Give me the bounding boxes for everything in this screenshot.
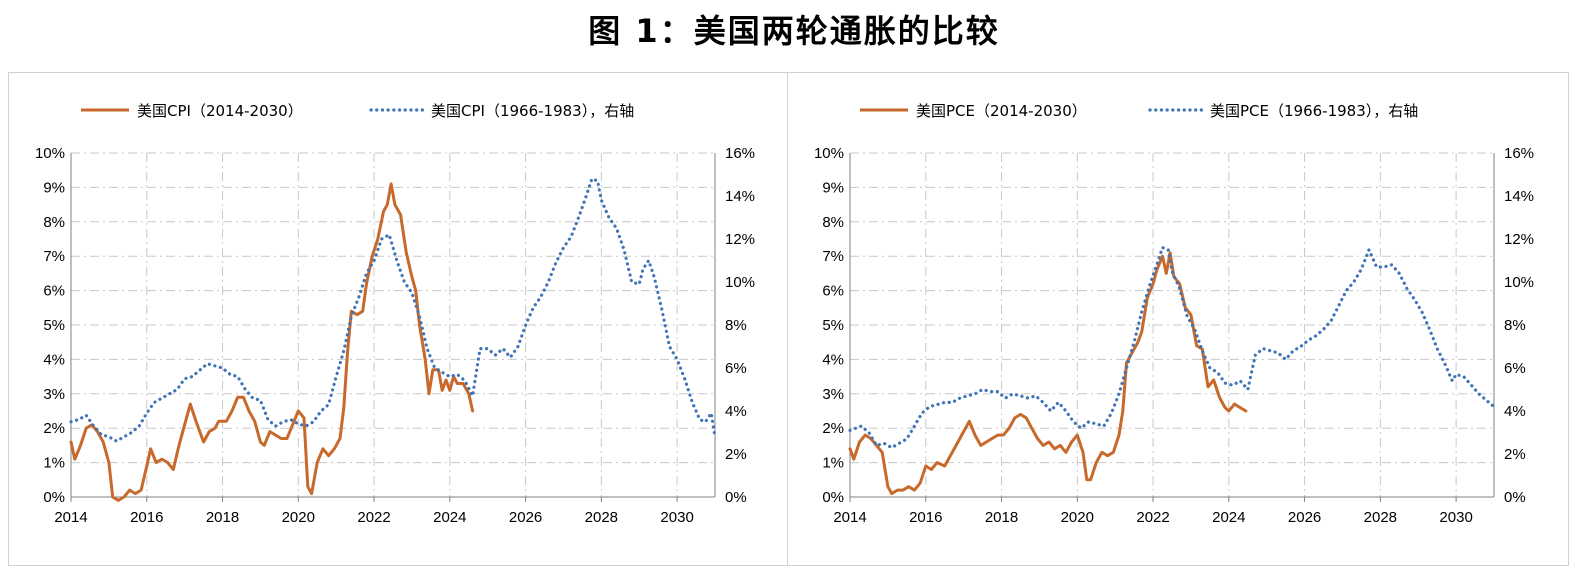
- cpi-right-tick-label: 6%: [725, 360, 747, 377]
- cpi-chart-panel: 0% 1% 2% 3% 4% 5% 6% 7% 8% 9% 10% 0% 2% 4% 6% 8% 10% 12% 1…: [8, 72, 790, 566]
- pce-left-tick-label: 9%: [822, 179, 844, 196]
- pce-x-tick-label: 2028: [1364, 509, 1397, 526]
- pce-x-tick-label: 2022: [1136, 509, 1169, 526]
- pce-series-historical-line: [848, 246, 1496, 450]
- cpi-right-tick-label: 0%: [725, 489, 747, 506]
- pce-x-tick-label: 2026: [1288, 509, 1321, 526]
- cpi-chart: 0% 1% 2% 3% 4% 5% 6% 7% 8% 9% 10% 0% 2% 4% 6% 8% 10% 12% 1…: [35, 102, 755, 526]
- cpi-left-tick-label: 0%: [43, 489, 65, 506]
- pce-chart: 0% 1% 2% 3% 4% 5% 6% 7% 8% 9% 10% 0% 2% 4% 6% 8% 10% 12% 1…: [814, 102, 1534, 526]
- cpi-x-tick-label: 2030: [660, 509, 693, 526]
- pce-left-tick-label: 1%: [822, 455, 844, 472]
- cpi-left-tick-label: 7%: [43, 248, 65, 265]
- pce-left-tick-label: 8%: [822, 214, 844, 231]
- pce-x-tick-label: 2020: [1061, 509, 1094, 526]
- pce-left-tick-label: 4%: [822, 351, 844, 368]
- pce-series-recent-line: [848, 251, 1248, 496]
- cpi-left-tick-label: 10%: [35, 145, 65, 162]
- cpi-left-tick-label: 5%: [43, 317, 65, 334]
- pce-right-tick-label: 16%: [1504, 145, 1534, 162]
- pce-right-tick-label: 14%: [1504, 188, 1534, 205]
- cpi-x-tick-label: 2016: [130, 509, 163, 526]
- cpi-series-recent-line: [69, 182, 475, 502]
- pce-legend-label-recent: 美国PCE（2014-2030）: [916, 102, 1087, 120]
- cpi-right-tick-label: 2%: [725, 446, 747, 463]
- pce-right-tick-label: 6%: [1504, 360, 1526, 377]
- pce-x-tick-label: 2016: [909, 509, 942, 526]
- pce-legend-label-historical: 美国PCE（1966-1983），右轴: [1210, 102, 1418, 120]
- cpi-x-tick-label: 2026: [509, 509, 542, 526]
- cpi-left-tick-label: 9%: [43, 179, 65, 196]
- cpi-right-tick-label: 10%: [725, 274, 755, 291]
- pce-x-tick-label: 2024: [1212, 509, 1245, 526]
- pce-right-tick-label: 2%: [1504, 446, 1526, 463]
- cpi-left-tick-label: 1%: [43, 455, 65, 472]
- pce-left-tick-label: 6%: [822, 283, 844, 300]
- pce-left-tick-label: 10%: [814, 145, 844, 162]
- pce-left-tick-label: 5%: [822, 317, 844, 334]
- pce-left-tick-label: 0%: [822, 489, 844, 506]
- pce-right-tick-label: 10%: [1504, 274, 1534, 291]
- pce-chart-panel: 0% 1% 2% 3% 4% 5% 6% 7% 8% 9% 10% 0% 2% 4% 6% 8% 10% 12% 1…: [787, 72, 1569, 566]
- pce-right-tick-label: 4%: [1504, 403, 1526, 420]
- cpi-left-tick-label: 8%: [43, 214, 65, 231]
- cpi-x-tick-label: 2028: [585, 509, 618, 526]
- pce-left-tick-label: 2%: [822, 420, 844, 437]
- pce-right-tick-label: 0%: [1504, 489, 1526, 506]
- cpi-x-tick-label: 2022: [357, 509, 390, 526]
- cpi-right-tick-label: 8%: [725, 317, 747, 334]
- pce-x-tick-label: 2018: [985, 509, 1018, 526]
- pce-right-tick-label: 12%: [1504, 231, 1534, 248]
- cpi-x-tick-label: 2020: [282, 509, 315, 526]
- cpi-legend-label-recent: 美国CPI（2014-2030）: [137, 102, 303, 120]
- pce-x-tick-label: 2014: [833, 509, 866, 526]
- pce-right-tick-label: 8%: [1504, 317, 1526, 334]
- cpi-series-historical-line: [69, 177, 717, 443]
- cpi-x-tick-label: 2018: [206, 509, 239, 526]
- cpi-left-tick-label: 4%: [43, 351, 65, 368]
- cpi-left-tick-label: 6%: [43, 283, 65, 300]
- cpi-right-tick-label: 16%: [725, 145, 755, 162]
- cpi-right-tick-label: 14%: [725, 188, 755, 205]
- pce-left-tick-label: 3%: [822, 386, 844, 403]
- cpi-right-tick-label: 12%: [725, 231, 755, 248]
- figure-title: 图 1：美国两轮通胀的比较: [588, 12, 1000, 50]
- cpi-left-tick-label: 3%: [43, 386, 65, 403]
- pce-x-tick-label: 2030: [1439, 509, 1472, 526]
- cpi-legend-label-historical: 美国CPI（1966-1983），右轴: [431, 102, 634, 120]
- pce-left-tick-label: 7%: [822, 248, 844, 265]
- cpi-right-tick-label: 4%: [725, 403, 747, 420]
- cpi-x-tick-label: 2024: [433, 509, 466, 526]
- cpi-left-tick-label: 2%: [43, 420, 65, 437]
- cpi-x-tick-label: 2014: [54, 509, 87, 526]
